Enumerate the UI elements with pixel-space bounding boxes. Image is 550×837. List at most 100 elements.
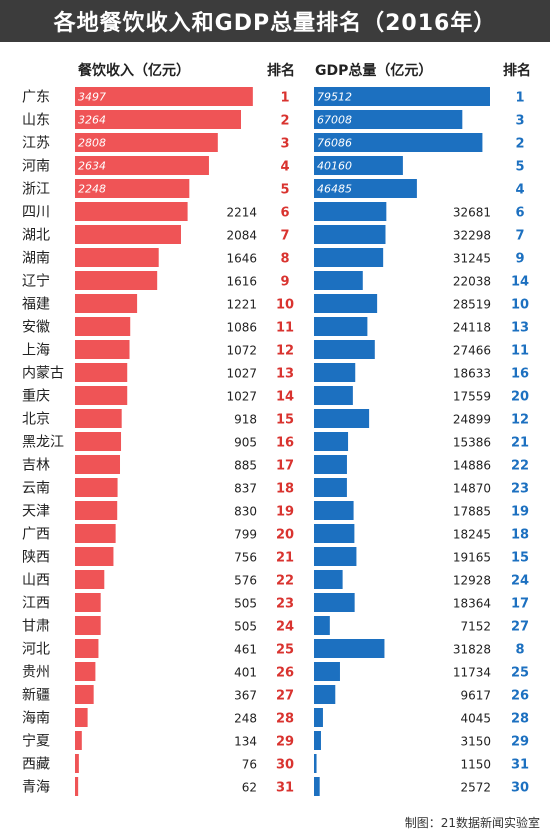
- catering-bar: [75, 87, 253, 106]
- gdp-value-label: 12928: [453, 574, 491, 588]
- gdp-rank-label: 22: [511, 459, 529, 474]
- catering-bar: [75, 363, 128, 382]
- gdp-rank-label: 31: [511, 758, 529, 773]
- catering-value-label: 2084: [226, 229, 257, 243]
- catering-value-label: 3264: [78, 114, 106, 127]
- chart-title: 各地餐饮收入和GDP总量排名（2016年）: [0, 0, 550, 42]
- gdp-value-label: 18364: [453, 597, 491, 611]
- catering-value-label: 2634: [78, 160, 106, 173]
- catering-value-label: 248: [234, 712, 257, 726]
- gdp-bar: [314, 248, 384, 267]
- gdp-value-label: 7152: [460, 620, 491, 634]
- catering-rank-label: 19: [276, 505, 294, 520]
- gdp-value-label: 14870: [453, 482, 491, 496]
- gdp-rank-label: 30: [511, 781, 529, 796]
- catering-value-label: 134: [234, 735, 257, 749]
- gdp-bar: [314, 593, 355, 612]
- catering-bar: [75, 478, 118, 497]
- province-label: 福建: [22, 297, 50, 313]
- catering-bar: [75, 271, 158, 290]
- catering-bar: [75, 547, 114, 566]
- gdp-rank-label: 6: [515, 206, 524, 221]
- catering-rank-label: 10: [276, 298, 294, 313]
- gdp-rank-label: 27: [511, 620, 529, 635]
- gdp-value-label: 40160: [317, 160, 352, 173]
- gdp-value-label: 32681: [453, 206, 491, 220]
- catering-bar: [75, 110, 241, 129]
- gdp-rank-label: 18: [511, 528, 529, 543]
- catering-rank-label: 31: [276, 781, 294, 796]
- catering-bar: [75, 777, 79, 796]
- catering-value-label: 576: [234, 574, 257, 588]
- catering-value-label: 1027: [226, 367, 257, 381]
- province-label: 贵州: [22, 665, 50, 681]
- catering-header: 餐饮收入（亿元）: [78, 63, 190, 79]
- province-label: 山西: [22, 573, 50, 589]
- gdp-rank-label: 20: [511, 390, 529, 405]
- catering-bar: [75, 432, 122, 451]
- gdp-bar: [314, 202, 387, 221]
- province-label: 浙江: [22, 182, 50, 198]
- catering-rank-label: 21: [276, 551, 294, 566]
- gdp-rank-label: 10: [511, 298, 529, 313]
- gdp-rank-label: 7: [515, 229, 524, 244]
- province-label: 海南: [22, 711, 50, 727]
- gdp-value-label: 3150: [460, 735, 491, 749]
- province-label: 江苏: [22, 136, 50, 152]
- catering-value-label: 905: [234, 436, 257, 450]
- catering-value-label: 918: [234, 413, 257, 427]
- province-label: 云南: [22, 481, 50, 497]
- gdp-bar: [314, 685, 336, 704]
- gdp-bar: [314, 547, 357, 566]
- catering-value-label: 1027: [226, 390, 257, 404]
- catering-value-label: 461: [234, 643, 257, 657]
- gdp-rank-label: 17: [511, 597, 529, 612]
- gdp-rank-label: 9: [515, 252, 524, 267]
- province-label: 青海: [22, 780, 50, 796]
- gdp-bar: [314, 754, 317, 773]
- gdp-rank-label: 26: [511, 689, 529, 704]
- gdp-header: GDP总量（亿元）: [315, 63, 433, 79]
- catering-bar: [75, 248, 159, 267]
- gdp-bar: [314, 271, 363, 290]
- catering-rank-label: 9: [280, 275, 289, 290]
- catering-rank-label: 22: [276, 574, 294, 589]
- catering-bar: [75, 708, 88, 727]
- gdp-value-label: 31828: [453, 643, 491, 657]
- gdp-value-label: 22038: [453, 275, 491, 289]
- gdp-bar: [314, 386, 353, 405]
- catering-bar: [75, 386, 128, 405]
- catering-rank-label: 15: [276, 413, 294, 428]
- gdp-value-label: 18245: [453, 528, 491, 542]
- gdp-bar: [314, 87, 490, 106]
- gdp-value-label: 11734: [453, 666, 491, 680]
- province-label: 山东: [22, 113, 50, 129]
- province-label: 江西: [22, 596, 50, 612]
- gdp-rank-label: 2: [515, 137, 524, 152]
- province-label: 新疆: [22, 688, 50, 704]
- gdp-bar: [314, 110, 463, 129]
- gdp-value-label: 79512: [317, 91, 352, 104]
- catering-bar: [75, 202, 188, 221]
- province-label: 陕西: [22, 550, 50, 566]
- gdp-bar: [314, 363, 356, 382]
- gdp-rank-label: 24: [511, 574, 529, 589]
- catering-rank-label: 3: [280, 137, 289, 152]
- gdp-rank-label: 25: [511, 666, 529, 681]
- province-label: 广西: [22, 527, 50, 543]
- catering-value-label: 1221: [226, 298, 257, 312]
- gdp-bar: [314, 616, 330, 635]
- catering-value-label: 62: [242, 781, 257, 795]
- province-label: 天津: [22, 504, 50, 520]
- province-label: 宁夏: [22, 733, 50, 750]
- catering-value-label: 1086: [226, 321, 257, 335]
- gdp-value-label: 9617: [460, 689, 491, 703]
- gdp-value-label: 18633: [453, 367, 491, 381]
- gdp-rank-label: 11: [511, 344, 529, 359]
- catering-value-label: 1616: [226, 275, 257, 289]
- catering-value-label: 837: [234, 482, 257, 496]
- gdp-rank-label: 21: [511, 436, 529, 451]
- gdp-bar: [314, 570, 343, 589]
- gdp-rank-label: 5: [515, 160, 524, 175]
